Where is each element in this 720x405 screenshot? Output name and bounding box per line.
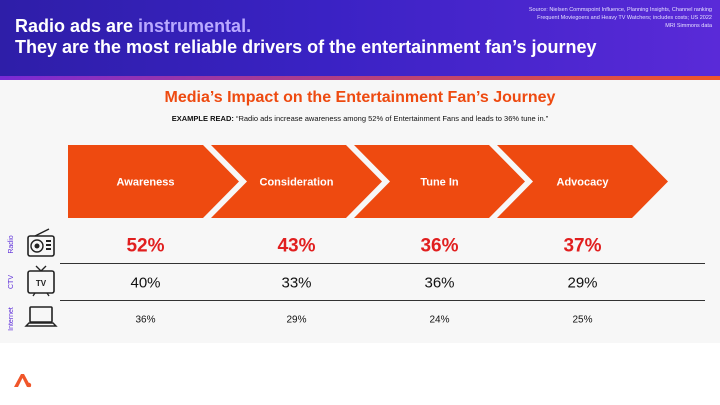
audacy-logo-icon — [14, 374, 32, 388]
headline-line-1: Radio ads are instrumental. — [15, 16, 597, 37]
chevron-tune-in — [354, 145, 525, 218]
data-label: 36% — [420, 235, 458, 256]
series-label-internet: Internet — [8, 307, 15, 331]
series-label-ctv: CTV — [8, 275, 15, 289]
chevron-advocacy — [497, 145, 668, 218]
data-label: 25% — [572, 315, 592, 326]
page-headline: Radio ads are instrumental. They are the… — [15, 16, 597, 58]
data-label: 52% — [126, 235, 164, 256]
data-label: 43% — [277, 235, 315, 256]
data-label: 36% — [135, 315, 155, 326]
header-banner — [0, 0, 720, 76]
data-label: 24% — [429, 315, 449, 326]
data-label: 33% — [281, 274, 311, 291]
laptop-icon — [24, 306, 58, 327]
example-label: EXAMPLE READ: — [171, 114, 234, 123]
stage-label: Tune In — [420, 177, 459, 189]
tv-icon: TV — [27, 265, 55, 297]
stage-label: Consideration — [260, 177, 334, 189]
stage-label: Awareness — [117, 177, 175, 189]
data-label: 36% — [424, 274, 454, 291]
headline-accent: instrumental. — [138, 16, 252, 36]
chevron-awareness — [68, 145, 239, 218]
data-label: 37% — [563, 235, 601, 256]
data-label: 29% — [286, 315, 306, 326]
chart-title: Media’s Impact on the Entertainment Fan’… — [164, 89, 556, 106]
data-label: 40% — [130, 274, 160, 291]
headline-line-2: They are the most reliable drivers of th… — [15, 37, 597, 57]
gradient-stripe — [0, 76, 720, 80]
radio-icon — [27, 228, 55, 257]
headline-prefix: Radio ads are — [15, 16, 139, 36]
example-text: “Radio ads increase awareness among 52% … — [235, 114, 549, 123]
data-label: 29% — [567, 274, 597, 291]
example-read: EXAMPLE READ: “Radio ads increase awaren… — [0, 114, 720, 123]
stage-label: Advocacy — [557, 177, 610, 189]
chevron-consideration — [211, 145, 382, 218]
series-label-radio: Radio — [8, 235, 15, 253]
svg-text:TV: TV — [36, 279, 47, 288]
source-note: Source: Nielsen Commspoint Influence, Pl… — [528, 7, 712, 29]
